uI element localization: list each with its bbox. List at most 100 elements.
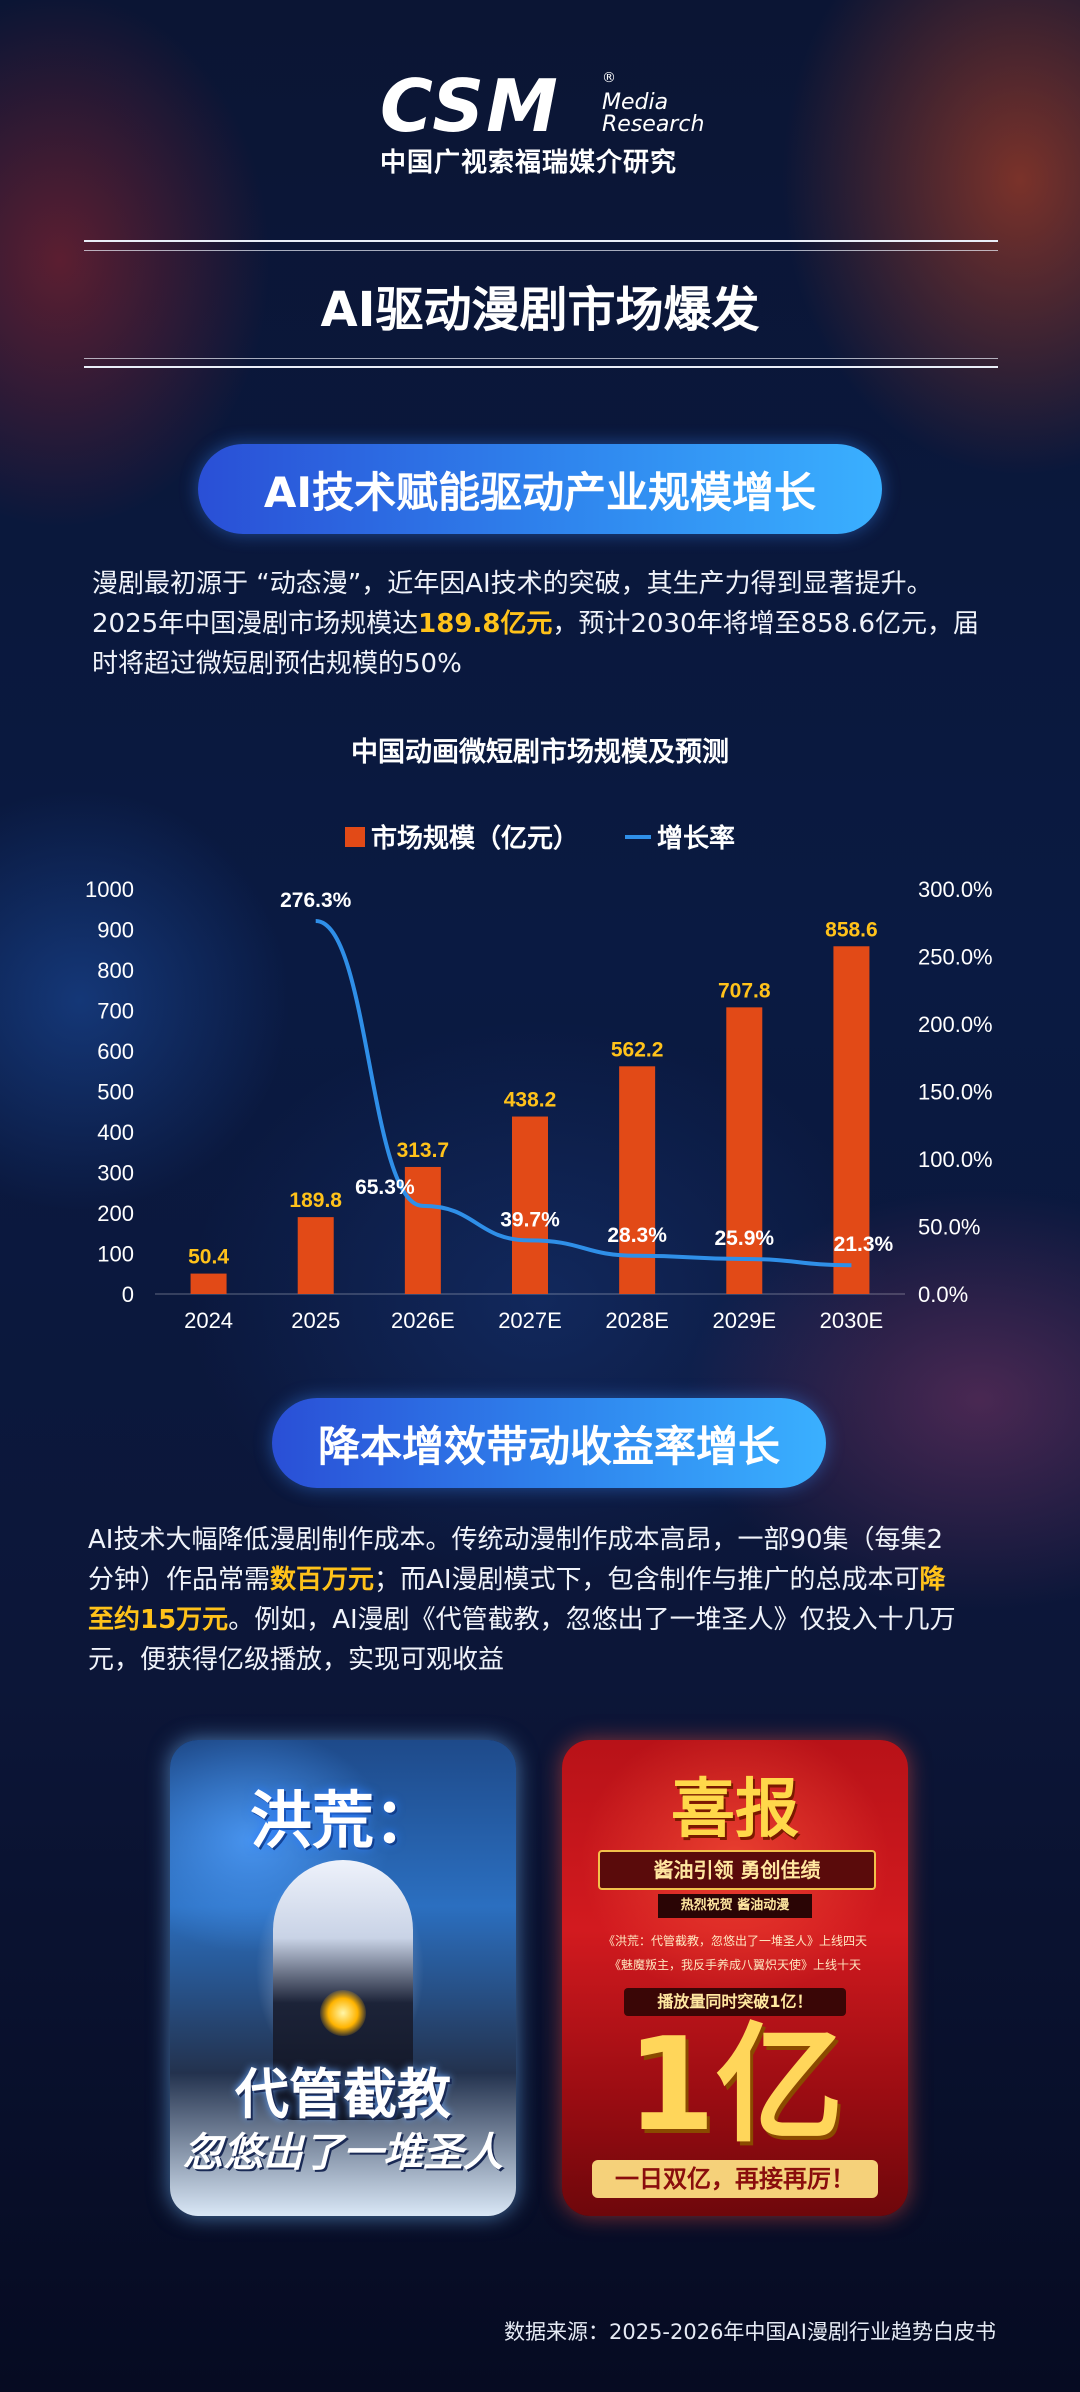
growth-label-2030E: 21.3% xyxy=(834,1233,894,1256)
page-title: AI驱动漫剧市场爆发 xyxy=(320,282,760,338)
growth-label-2028E: 28.3% xyxy=(607,1224,667,1247)
legend-item-market-size: 市场规模（亿元） xyxy=(344,818,579,855)
logo-brand: CSM xyxy=(380,64,560,148)
y-left-tick-label: 1000 xyxy=(85,877,134,902)
title-divider-top xyxy=(84,240,998,242)
poster2-congrats: 热烈祝贺 酱油动漫 xyxy=(658,1894,812,1918)
growth-label-2029E: 25.9% xyxy=(715,1227,775,1250)
growth-label-2025: 276.3% xyxy=(280,889,352,912)
y-right-tick-label: 100.0% xyxy=(918,1147,993,1172)
section1-line2-text-b: ，预计2030年将增至858.6亿元，届 xyxy=(552,609,980,639)
y-left-tick-label: 200 xyxy=(97,1201,134,1226)
poster2-play-count-bar: 播放量同时突破1亿！ xyxy=(624,1988,846,2016)
bar-label-2027E: 438.2 xyxy=(504,1089,557,1112)
data-source-note: 数据来源：2025-2026年中国AI漫剧行业趋势白皮书 xyxy=(503,2320,996,2344)
poster1-energy-orb xyxy=(320,1990,366,2036)
section1-line2: 2025年中国漫剧市场规模达189.8亿元，预计2030年将增至858.6亿元，… xyxy=(92,604,1000,644)
bar-label-2029E: 707.8 xyxy=(718,979,771,1002)
legend-bar-label: 市场规模（亿元） xyxy=(370,824,579,854)
legend-line-swatch xyxy=(625,834,651,839)
bar-label-2024: 50.4 xyxy=(188,1246,229,1269)
bar-2027E xyxy=(512,1116,548,1294)
x-tick-label: 2029E xyxy=(712,1308,776,1333)
section1-line3: 时将超过微短剧预估规模的50% xyxy=(92,649,462,679)
section2-line3-text: 。例如，AI漫剧《代管截教，忽悠出了一堆圣人》仅投入十几万 xyxy=(228,1605,956,1635)
poster2-line2: 《魅魔叛主，我反手养成八翼炽天使》上线十天 xyxy=(608,1958,861,1972)
section2-line2-text-a: 分钟）作品常需 xyxy=(88,1565,271,1595)
y-left-tick-label: 500 xyxy=(97,1080,134,1105)
y-left-tick-label: 400 xyxy=(97,1120,134,1145)
section2-line2: 分钟）作品常需数百万元；而AI漫剧模式下，包含制作与推广的总成本可降 xyxy=(88,1560,1000,1600)
poster1-subtitle2: 忽悠出了一堆圣人 xyxy=(183,2129,503,2176)
x-tick-label: 2024 xyxy=(184,1308,233,1333)
bar-2030E xyxy=(833,946,870,1294)
title-divider-top-thin xyxy=(84,250,998,251)
y-right-tick-label: 200.0% xyxy=(918,1012,993,1037)
section2-line2-text-b: ；而AI漫剧模式下，包含制作与推广的总成本可 xyxy=(374,1565,920,1595)
poster2-banner: 酱油引领 勇创佳绩 xyxy=(598,1850,876,1890)
section2-line1: AI技术大幅降低漫剧制作成本。传统动漫制作成本高昂，一部90集（每集2 xyxy=(88,1525,944,1555)
y-left-tick-label: 600 xyxy=(97,1039,134,1064)
chart-title: 中国动画微短剧市场规模及预测 xyxy=(351,737,729,768)
section1-line1: 漫剧最初源于 “动态漫”，近年因AI技术的突破，其生产力得到显著提升。 xyxy=(92,569,933,599)
bar-label-2025: 189.8 xyxy=(289,1189,342,1212)
x-tick-label: 2027E xyxy=(498,1308,562,1333)
section1-paragraph: 漫剧最初源于 “动态漫”，近年因AI技术的突破，其生产力得到显著提升。 2025… xyxy=(92,564,1000,684)
poster1-title: 洪荒： xyxy=(249,1784,436,1857)
y-left-tick-label: 700 xyxy=(97,999,134,1024)
poster1-subtitle1: 代管截教 xyxy=(235,2062,451,2126)
bar-label-2030E: 858.6 xyxy=(825,918,878,941)
section1-line2-text-a: 2025年中国漫剧市场规模达 xyxy=(92,609,419,639)
growth-label-2027E: 39.7% xyxy=(500,1208,560,1231)
y-right-tick-label: 0.0% xyxy=(918,1282,968,1307)
section2-paragraph: AI技术大幅降低漫剧制作成本。传统动漫制作成本高昂，一部90集（每集2 分钟）作… xyxy=(88,1520,1000,1680)
title-divider-bottom xyxy=(84,366,998,368)
x-tick-label: 2030E xyxy=(820,1308,884,1333)
title-divider-bottom-thin xyxy=(84,358,998,359)
market-size-highlight: 189.8亿元 xyxy=(418,609,553,639)
logo-media-text: Media xyxy=(602,90,669,115)
bar-2024 xyxy=(190,1273,227,1294)
poster2-line1: 《洪荒：代管截教，忽悠出了一堆圣人》上线四天 xyxy=(602,1934,867,1948)
growth-label-2026E: 65.3% xyxy=(355,1176,415,1199)
bar-2029E xyxy=(726,1007,763,1294)
legend-item-growth-rate: 增长率 xyxy=(625,818,735,855)
y-right-tick-label: 50.0% xyxy=(918,1215,980,1240)
bar-2025 xyxy=(297,1217,334,1294)
bar-2026E xyxy=(404,1166,441,1294)
x-tick-label: 2025 xyxy=(291,1308,340,1333)
section1-heading-pill: AI技术赋能驱动产业规模增长 xyxy=(198,444,882,534)
traditional-cost-highlight: 数百万元 xyxy=(270,1565,375,1595)
reduced-cost-highlight-a: 降 xyxy=(919,1565,946,1595)
y-right-tick-label: 250.0% xyxy=(918,945,993,970)
csm-logo: CSM ® Media Research 中国广视索福瑞媒介研究 xyxy=(380,70,710,180)
chart-legend: 市场规模（亿元） 增长率 xyxy=(0,818,1080,855)
y-left-tick-label: 300 xyxy=(97,1161,134,1186)
poster2-big-number: 1亿 xyxy=(626,2011,844,2160)
market-size-chart: 0 100 200 300 400 500 600 700 800 900 1000 0.0% 50.… xyxy=(85,877,993,1333)
poster2-title: 喜报 xyxy=(671,1772,799,1847)
y-right-tick-label: 150.0% xyxy=(918,1080,993,1105)
logo-research-text: Research xyxy=(602,112,705,137)
reduced-cost-highlight-b: 至约15万元 xyxy=(88,1605,229,1635)
poster2-footer: 一日双亿，再接再厉！ xyxy=(592,2160,878,2198)
bar-label-2026E: 313.7 xyxy=(397,1139,450,1162)
y-left-tick-label: 800 xyxy=(97,958,134,983)
bar-label-2028E: 562.2 xyxy=(611,1038,664,1061)
poster-good-news: 喜报 酱油引领 勇创佳绩 热烈祝贺 酱油动漫 《洪荒：代管截教，忽悠出了一堆圣人… xyxy=(562,1740,908,2216)
y-right-tick-label: 300.0% xyxy=(918,877,993,902)
logo-chinese-name: 中国广视索福瑞媒介研究 xyxy=(380,148,678,178)
section2-line4: 元，便获得亿级播放，实现可观收益 xyxy=(88,1645,505,1675)
y-left-tick-label: 900 xyxy=(97,918,134,943)
logo-registered-mark: ® xyxy=(602,70,616,86)
legend-line-label: 增长率 xyxy=(657,824,736,854)
y-left-tick-label: 0 xyxy=(122,1282,134,1307)
section2-heading-pill: 降本增效带动收益率增长 xyxy=(272,1398,826,1488)
poster-honghuang: 洪荒： 代管截教 忽悠出了一堆圣人 xyxy=(170,1740,516,2216)
bar-2028E xyxy=(619,1066,656,1294)
x-tick-label: 2026E xyxy=(391,1308,455,1333)
x-tick-label: 2028E xyxy=(605,1308,669,1333)
y-left-tick-label: 100 xyxy=(97,1242,134,1267)
section2-line3: 至约15万元。例如，AI漫剧《代管截教，忽悠出了一堆圣人》仅投入十几万 xyxy=(88,1600,1000,1640)
legend-bar-swatch xyxy=(344,826,365,847)
